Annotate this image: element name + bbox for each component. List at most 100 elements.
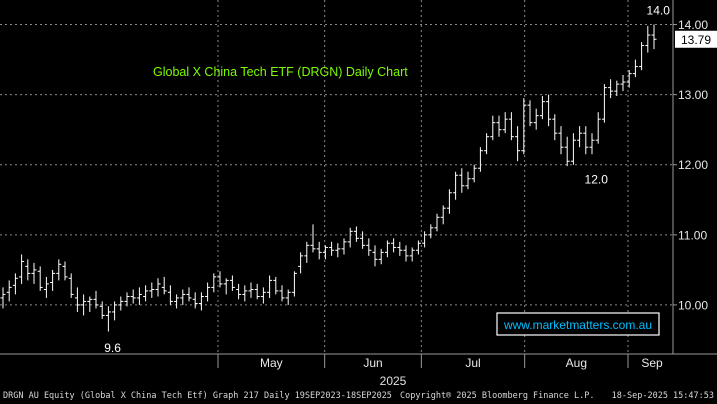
ohlc-bar <box>564 136 570 167</box>
ohlc-bar <box>428 224 434 239</box>
last-price-tag-text: 13.79 <box>681 33 711 47</box>
ohlc-bar <box>6 280 12 302</box>
ohlc-bar <box>217 271 223 288</box>
price-annotation: 12.0 <box>585 173 609 187</box>
ohlc-bar <box>341 238 347 255</box>
ohlc-bar <box>546 94 552 127</box>
ohlc-bar <box>87 296 93 312</box>
ohlc-bar <box>130 289 136 304</box>
price-annotation: 14.0 <box>647 4 671 18</box>
ohlc-bar <box>372 245 378 267</box>
time-tick-label: Jun <box>363 356 382 370</box>
ohlc-bar <box>415 240 421 255</box>
ohlc-bar <box>440 205 446 225</box>
ohlc-bar <box>304 241 310 263</box>
horizontal-gridlines <box>0 24 673 306</box>
last-price-tag-background <box>675 30 717 48</box>
ohlc-bar <box>149 282 155 298</box>
last-price-tag: 13.79 <box>675 30 717 48</box>
ohlc-bar <box>31 262 37 284</box>
ohlc-bar <box>279 285 285 302</box>
watermark-border <box>496 312 660 336</box>
ohlc-bar <box>236 283 242 300</box>
ohlc-bar <box>446 189 452 214</box>
ohlc-bar <box>99 301 105 319</box>
ohlc-bar <box>143 285 149 302</box>
time-tick-label: May <box>260 356 283 370</box>
ohlc-bar <box>453 171 459 200</box>
ohlc-bar <box>645 25 651 53</box>
price-tick-label: 11.00 <box>678 228 707 242</box>
watermark-box: www.marketmatters.com.au <box>496 312 660 336</box>
ohlc-bar <box>37 266 43 291</box>
ohlc-bar <box>0 287 6 309</box>
ohlc-bar <box>347 227 353 248</box>
ohlc-bar <box>527 100 533 127</box>
ohlc-bar <box>614 80 620 97</box>
ohlc-bar <box>12 273 18 295</box>
ohlc-bar <box>56 259 62 281</box>
ohlc-bar <box>19 254 25 284</box>
ohlc-bar <box>558 126 564 155</box>
ohlc-bar <box>43 276 49 298</box>
ohlc-bar <box>508 112 514 141</box>
ohlc-bar <box>502 112 508 134</box>
price-axis-ticks: 10.00 11.00 12.00 13.00 14.00 <box>673 18 708 312</box>
ohlc-bar <box>205 282 211 302</box>
ohlc-bar <box>50 269 56 291</box>
ohlc-bar <box>422 231 428 248</box>
ohlc-bar <box>484 133 490 155</box>
ohlc-bar <box>248 282 254 298</box>
ohlc-bar <box>601 84 607 123</box>
ohlc-bar <box>105 306 111 332</box>
ohlc-bar <box>223 278 229 295</box>
price-tick-label: 12.00 <box>678 158 708 172</box>
price-tick-label: 10.00 <box>678 298 708 312</box>
ohlc-bars <box>0 24 657 332</box>
ohlc-bar <box>391 238 397 253</box>
ohlc-bar <box>552 114 558 141</box>
ohlc-bar <box>570 133 576 165</box>
ohlc-bar <box>267 275 273 298</box>
ohlc-bar <box>639 42 645 71</box>
ohlc-bar <box>490 115 496 141</box>
ohlc-bar <box>335 243 341 258</box>
ohlc-bar <box>577 126 583 148</box>
ohlc-bar <box>186 287 192 302</box>
ohlc-bar <box>167 285 173 305</box>
ohlc-bar <box>260 287 266 304</box>
ohlc-bar <box>161 276 167 295</box>
ohlc-bar <box>608 79 614 99</box>
price-annotations: 14.0 12.0 9.6 <box>104 4 670 355</box>
ohlc-bar <box>521 98 527 155</box>
year-label: 2025 <box>380 374 407 388</box>
time-tick-label: Aug <box>566 356 587 370</box>
ohlc-bar <box>242 285 248 302</box>
ohlc-bar <box>316 241 322 260</box>
ohlc-bar <box>465 171 471 190</box>
ohlc-bar <box>496 115 502 137</box>
ohlc-bar <box>595 112 601 144</box>
ohlc-bar <box>192 292 198 309</box>
ohlc-bar <box>211 273 217 293</box>
ohlc-bar <box>403 245 409 262</box>
ohlc-bar <box>360 231 366 249</box>
ohlc-bar <box>291 271 297 297</box>
ohlc-bar <box>155 278 161 297</box>
footer-left: DRGN AU Equity (Global X China Tech Etf)… <box>3 391 392 401</box>
chart-title: Global X China Tech ETF (DRGN) Daily Cha… <box>153 65 408 79</box>
ohlc-bar <box>229 275 235 291</box>
ohlc-bar <box>632 59 638 78</box>
footer-right: 18-Sep-2025 15:47:53 <box>611 391 714 401</box>
ohlc-bar <box>353 226 359 242</box>
footer-center: Copyright® 2025 Bloomberg Finance L.P. <box>400 391 595 401</box>
ohlc-bar <box>62 261 68 281</box>
ohlc-bar <box>112 301 118 321</box>
ohlc-bar <box>471 164 477 183</box>
ohlc-bar <box>651 24 657 50</box>
ohlc-bar <box>397 241 403 256</box>
price-annotation: 9.6 <box>104 341 121 355</box>
ohlc-bar <box>409 247 415 262</box>
ohlc-bar <box>384 240 390 258</box>
ohlc-bar <box>25 259 31 281</box>
